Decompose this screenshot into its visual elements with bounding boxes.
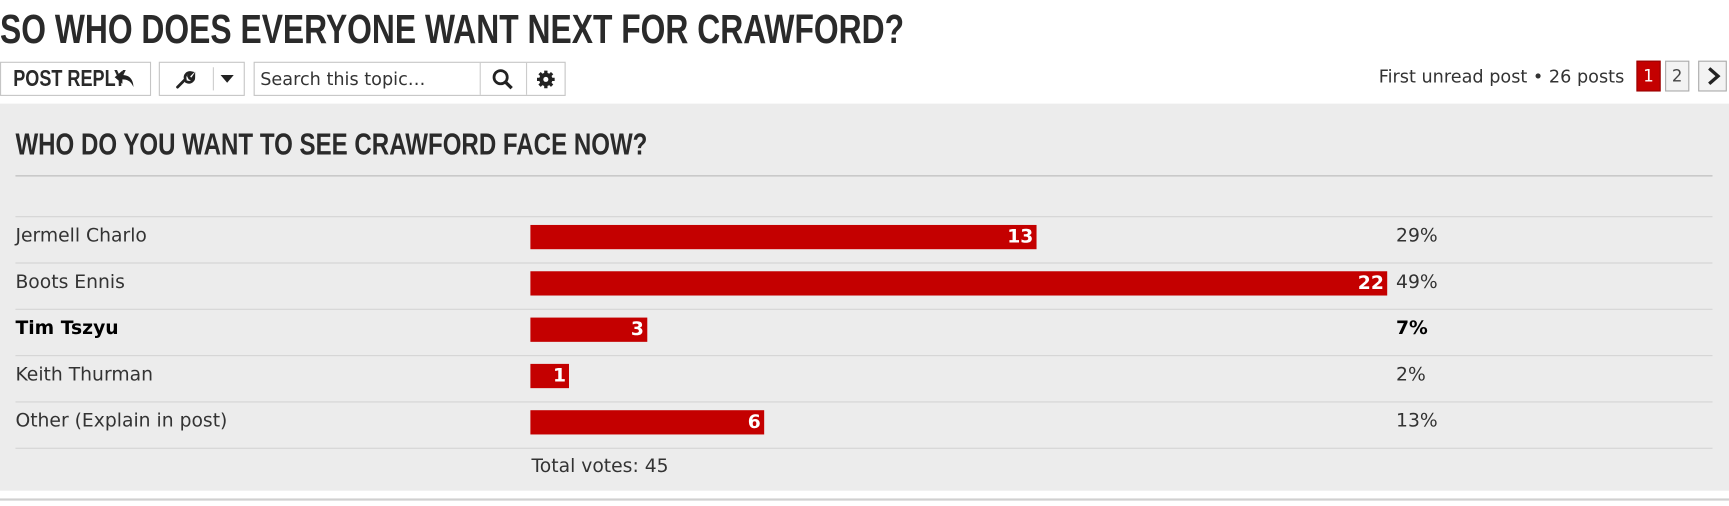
chevron-icon — [1708, 67, 1721, 85]
vote-bar: 3 — [530, 317, 648, 342]
option-percent: 2% — [1396, 363, 1426, 386]
vote-count: 1 — [552, 364, 567, 388]
divider — [212, 67, 214, 91]
gear-icon[interactable] — [536, 69, 556, 89]
divider — [525, 62, 528, 95]
row-separator — [15, 355, 1713, 357]
vote-bar: 13 — [530, 224, 1037, 250]
vote-count: 22 — [1357, 272, 1384, 295]
vote-bar: 6 — [530, 410, 765, 435]
reply-icon — [114, 70, 134, 88]
option-label: Boots Ennis — [15, 271, 125, 294]
separator — [15, 175, 1713, 177]
row-separator — [15, 308, 1713, 310]
next-page-button[interactable] — [1698, 60, 1727, 92]
post-reply-button[interactable]: POST REPLY — [0, 61, 152, 96]
option-percent: 13% — [1396, 410, 1438, 433]
topic-title: SO WHO DOES EVERYONE WANT NEXT FOR CRAWF… — [0, 6, 905, 52]
vote-count: 3 — [630, 318, 644, 341]
option-label: Keith Thurman — [15, 363, 153, 386]
option-percent: 29% — [1396, 224, 1438, 248]
wrench-icon — [176, 71, 196, 89]
poll-panel: WHO DO YOU WANT TO SEE CRAWFORD FACE NOW… — [0, 103, 1729, 491]
caret-icon — [220, 74, 234, 83]
poll-title: WHO DO YOU WANT TO SEE CRAWFORD FACE NOW… — [15, 126, 648, 161]
pagination-info: First unread post • 26 posts — [1378, 66, 1625, 88]
search-placeholder: Search this topic… — [260, 68, 426, 90]
row-separator — [15, 262, 1713, 264]
row-separator — [15, 401, 1713, 403]
page-button[interactable]: 2 — [1665, 60, 1690, 92]
page-button[interactable]: 1 — [1636, 60, 1661, 92]
vote-bar: 22 — [530, 271, 1388, 296]
footer-line — [0, 498, 1729, 501]
option-label: Tim Tszyu — [15, 317, 119, 340]
vote-count: 13 — [1007, 226, 1034, 249]
vote-count: 6 — [747, 411, 761, 434]
total-votes: Total votes: 45 — [531, 455, 669, 478]
search-icon[interactable] — [492, 68, 514, 90]
row-separator — [15, 216, 1713, 218]
option-percent: 7% — [1396, 317, 1428, 340]
option-label: Other (Explain in post) — [15, 410, 228, 433]
search-box[interactable]: Search this topic… — [253, 61, 566, 96]
row-separator — [15, 447, 1713, 449]
option-percent: 49% — [1396, 271, 1438, 294]
vote-bar: 1 — [530, 363, 570, 389]
tools-button[interactable] — [158, 61, 245, 96]
option-label: Jermell Charlo — [15, 224, 147, 248]
post-reply-label: POST REPLY — [13, 66, 127, 92]
divider — [479, 62, 481, 95]
